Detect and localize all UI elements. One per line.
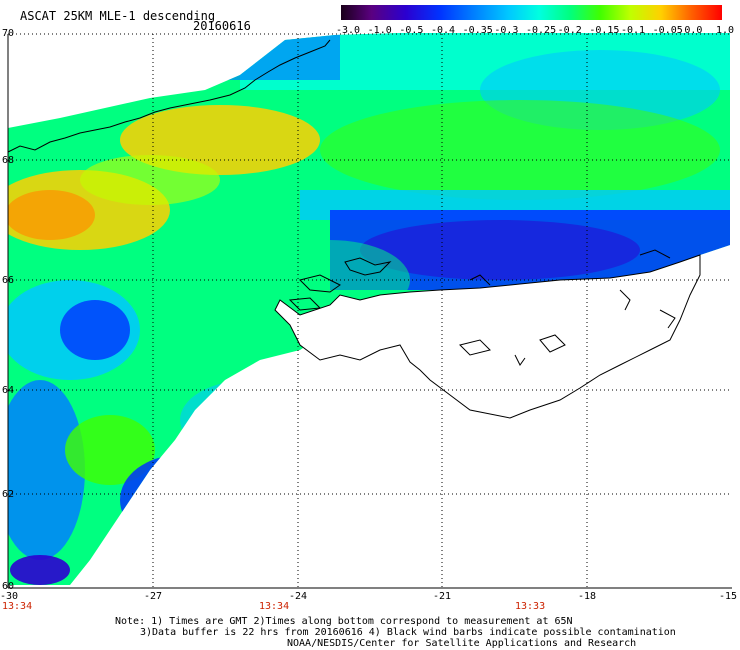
coastlines [7,39,676,366]
colorbar-label: -0.5 [399,25,424,36]
lon-label-30w: -30 [0,591,19,602]
lon-label-15w: -15 [719,591,738,602]
colorbar-label: 1.0 [716,25,735,36]
iceland-land [274,254,701,419]
grid [8,33,730,588]
colorbar-label: -0.2 [557,25,582,36]
lon-label-24w: -24 [289,591,308,602]
colorbar-label: -0.25 [526,25,557,36]
colorbar-label: -0.3 [494,25,519,36]
note-line-2: 3)Data buffer is 22 hrs from 20160616 4)… [140,627,676,638]
frame [7,34,732,589]
colorbar-label: -0.1 [621,25,646,36]
colorbar-label: 0.0 [684,25,703,36]
lat-label-66: 66 [2,275,15,286]
time-label-3: 13:33 [515,601,546,612]
lat-label-68: 68 [2,155,15,166]
lon-label-21w: -21 [433,591,452,602]
lat-label-64: 64 [2,385,15,396]
time-label-2: 13:34 [259,601,290,612]
time-label-1: 13:34 [2,601,33,612]
colorbar-label: -0.15 [589,25,620,36]
colorbar-label: -0.05 [652,25,683,36]
lon-label-27w: -27 [144,591,163,602]
lat-label-62: 62 [2,489,15,500]
colorbar [341,5,722,20]
colorbar-label: -0.4 [431,25,456,36]
colorbar-label: -3.0 [336,25,361,36]
note-line-3: NOAA/NESDIS/Center for Satellite Applica… [287,638,637,649]
colorbar-swatches [341,5,722,20]
lat-label-60: 60 [2,581,15,592]
colorbar-label: -1.0 [367,25,392,36]
colorbar-label: -0.35 [462,25,493,36]
lat-label-70: 70 [2,28,15,39]
plot-title: ASCAT 25KM MLE-1 descending [20,9,216,23]
note-line-1: Note: 1) Times are GMT 2)Times along bot… [115,616,573,627]
plot-date: 20160616 [193,19,251,33]
lon-label-18w: -18 [578,591,597,602]
